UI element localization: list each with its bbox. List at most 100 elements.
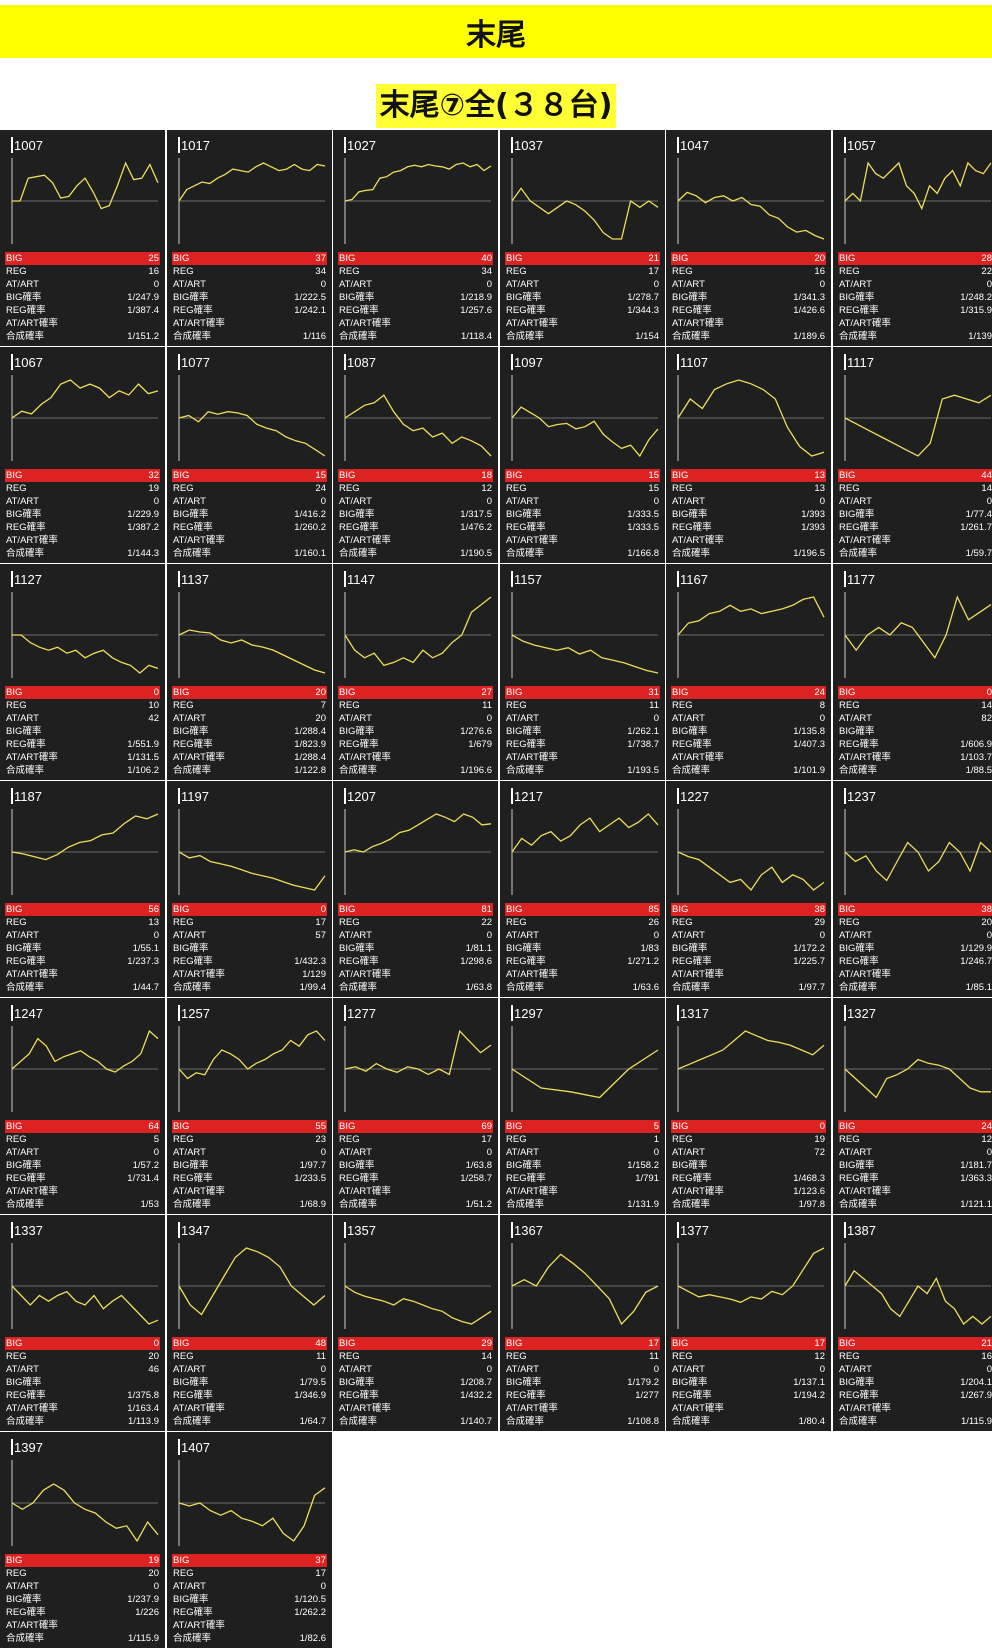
series-line (12, 161, 159, 210)
stat-label: REG (839, 266, 860, 277)
machine-card: 1097 BIG 15 REG 15 AT/ART 0 BIG確率 1/333.5 REG確率 1/… (500, 347, 665, 563)
sparkline-chart (511, 1222, 659, 1329)
stat-label: BIG確率 (672, 292, 708, 303)
stat-label: 合成確率 (339, 1199, 378, 1210)
stat-value: 1/261.7 (960, 522, 992, 533)
stat-label: AT/ART確率 (506, 1403, 558, 1414)
series-line (511, 634, 659, 674)
stat-label: BIG確率 (339, 1160, 375, 1171)
stat-label: 合成確率 (839, 1416, 878, 1427)
stat-value: 0 (153, 279, 159, 290)
machine-card: 1207 BIG 81 REG 22 AT/ART 0 BIG確率 1/81.1 REG確率 1/2… (333, 781, 498, 997)
stat-row-at: AT/ART 42 (5, 712, 160, 725)
stat-row-at-rate: AT/ART確率 (172, 1185, 327, 1198)
stat-value: 1/158.2 (627, 1160, 659, 1171)
stat-value: 1/196.6 (460, 765, 492, 776)
stat-value: 1/393 (801, 522, 825, 533)
stat-label: BIG (839, 470, 856, 481)
stats-table: BIG 48 REG 11 AT/ART 0 BIG確率 1/79.5 REG確率 1/346.9… (172, 1337, 327, 1428)
machine-number: 1087 (347, 355, 376, 370)
series-line (844, 1058, 991, 1099)
stat-label: 合成確率 (672, 982, 711, 993)
stat-value: 1/315.9 (960, 305, 992, 316)
stat-row-at-rate: AT/ART確率 (671, 1402, 826, 1415)
stat-value: 1/55.1 (132, 943, 159, 954)
stat-value: 1/333.5 (627, 522, 659, 533)
sparkline-chart (677, 1222, 825, 1329)
stat-row-at: AT/ART 0 (671, 278, 826, 291)
stat-value: 1/97.7 (798, 982, 825, 993)
stat-label: REG (6, 483, 27, 494)
machine-card: 1047 BIG 20 REG 16 AT/ART 0 BIG確率 1/341.3 REG確率 1/… (666, 130, 831, 346)
title-marker (844, 137, 846, 153)
machine-card: 1137 BIG 20 REG 7 AT/ART 20 BIG確率 1/288.4 REG確率 1/… (167, 564, 332, 780)
stat-value: 1/375.8 (127, 1390, 159, 1401)
stat-label: BIG確率 (6, 1594, 42, 1605)
stat-row-reg-rate: REG確率 1/476.2 (338, 521, 493, 534)
machine-card: 1017 BIG 37 REG 34 AT/ART 0 BIG確率 1/222.5 REG確率 1/… (167, 130, 332, 346)
stat-label: 合成確率 (173, 1199, 212, 1210)
stats-table: BIG 5 REG 1 AT/ART 0 BIG確率 1/158.2 REG確率 1/791 AT/… (505, 1120, 660, 1211)
stat-row-at-rate: AT/ART確率 (5, 1619, 160, 1632)
stat-label: BIG確率 (6, 726, 42, 737)
stat-row-total-rate: 合成確率 1/97.8 (671, 1198, 826, 1211)
machine-card: 1147 BIG 27 REG 11 AT/ART 0 BIG確率 1/276.6 REG確率 1/… (333, 564, 498, 780)
stat-value: 1/80.4 (798, 1416, 825, 1427)
stat-label: BIG確率 (6, 292, 42, 303)
stat-row-at: AT/ART 0 (338, 1146, 493, 1159)
stat-value: 20 (315, 687, 326, 698)
stats-table: BIG 37 REG 34 AT/ART 0 BIG確率 1/222.5 REG確率 1/242.… (172, 252, 327, 343)
stat-label: 合成確率 (173, 1633, 212, 1644)
stat-label: REG確率 (506, 739, 546, 750)
stat-row-big-rate: BIG確率 1/63.8 (338, 1159, 493, 1172)
stat-label: BIG確率 (339, 509, 375, 520)
series-line (344, 394, 492, 457)
stat-value: 7 (320, 700, 326, 711)
title-marker (11, 137, 13, 153)
stat-row-reg: REG 17 (338, 1133, 493, 1146)
stat-label: REG (672, 483, 693, 494)
stat-label: 合成確率 (173, 1416, 212, 1427)
stat-label: REG (173, 266, 194, 277)
stat-value: 0 (486, 1147, 492, 1158)
section-title: 末尾⑦全(３８台) (375, 84, 617, 128)
stat-row-reg: REG 8 (671, 699, 826, 712)
stat-label: BIG確率 (839, 1160, 875, 1171)
stat-row-at: AT/ART 0 (338, 929, 493, 942)
stat-value: 1/194.2 (793, 1390, 825, 1401)
stat-value: 34 (315, 266, 326, 277)
stat-label: REG確率 (339, 1390, 379, 1401)
stats-table: BIG 20 REG 16 AT/ART 0 BIG確率 1/341.3 REG確率 1/426.… (671, 252, 826, 343)
stats-table: BIG 15 REG 24 AT/ART 0 BIG確率 1/416.2 REG確率 1/260.… (172, 469, 327, 560)
stat-row-total-rate: 合成確率 1/51.2 (338, 1198, 493, 1211)
sparkline-chart (511, 788, 659, 895)
stat-row-at-rate: AT/ART確率 (838, 1402, 992, 1415)
stat-row-big-rate: BIG確率 (5, 725, 160, 738)
stat-value: 0 (320, 1147, 326, 1158)
sparkline-chart (844, 788, 992, 895)
stat-row-reg-rate: REG確率 1/679 (338, 738, 493, 751)
stat-value: 1/79.5 (299, 1377, 326, 1388)
stat-label: AT/ART確率 (173, 752, 225, 763)
stat-value: 1/83 (640, 943, 660, 954)
stat-label: AT/ART (173, 279, 206, 290)
stats-table: BIG 38 REG 20 AT/ART 0 BIG確率 1/129.9 REG確率 1/246.… (838, 903, 992, 994)
stat-label: BIG (6, 1121, 23, 1132)
machine-card: 1227 BIG 38 REG 29 AT/ART 0 BIG確率 1/172.2 REG確率 1/… (666, 781, 831, 997)
stat-label: REG (672, 266, 693, 277)
machine-number: 1407 (181, 1440, 210, 1455)
stat-value: 1/237.9 (127, 1594, 159, 1605)
machine-card: 1407 BIG 37 REG 17 AT/ART 0 BIG確率 1/120.5 REG確率 1/… (167, 1432, 332, 1648)
stat-row-big-rate: BIG確率 1/222.5 (172, 291, 327, 304)
stat-row-reg-rate: REG確率 1/407.3 (671, 738, 826, 751)
stat-label: 合成確率 (339, 765, 378, 776)
stat-value: 20 (981, 917, 992, 928)
stat-row-total-rate: 合成確率 1/59.7 (838, 547, 992, 560)
stat-value: 1/189.6 (793, 331, 825, 342)
stat-value: 0 (819, 279, 825, 290)
stat-row-big-rate: BIG確率 1/181.7 (838, 1159, 992, 1172)
stat-row-at-rate: AT/ART確率 (172, 317, 327, 330)
stat-label: AT/ART確率 (672, 752, 724, 763)
stat-row-at-rate: AT/ART確率 (338, 317, 493, 330)
title-marker (511, 788, 513, 804)
